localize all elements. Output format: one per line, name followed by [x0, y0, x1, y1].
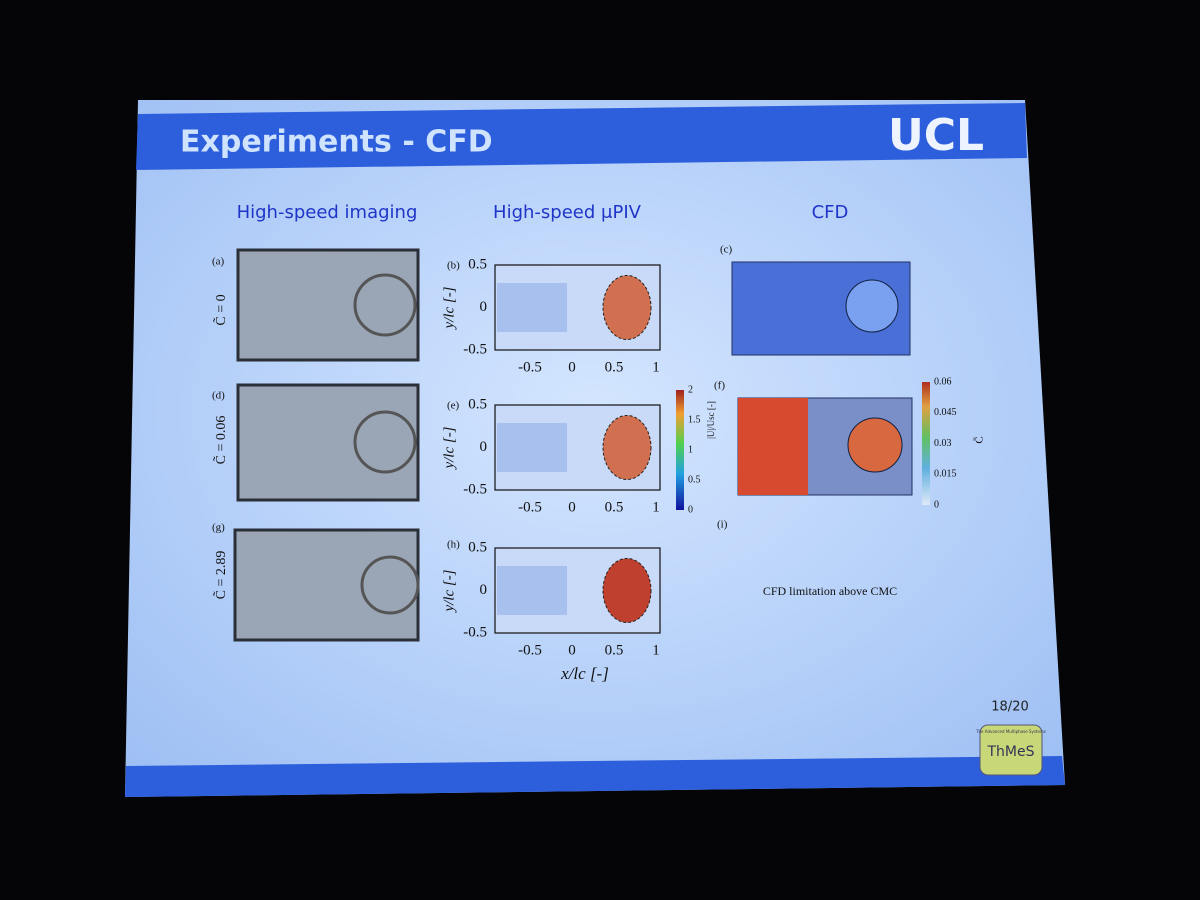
row-label: C̃ = 0.06	[212, 416, 229, 465]
colorbar-label: C̃	[972, 436, 985, 443]
colorbar-label: |U|/Usc [-]	[706, 401, 716, 439]
x-tick-label: 1	[652, 499, 660, 515]
colorbar	[922, 382, 930, 505]
row-label: C̃ = 2.89	[212, 551, 229, 600]
group-logo: ThMeS	[986, 744, 1034, 760]
colorbar-tick: 0.045	[934, 407, 957, 418]
y-tick-label: -0.5	[463, 481, 487, 497]
y-tick-label: -0.5	[463, 624, 487, 640]
colorbar-tick: 1	[688, 444, 693, 455]
piv-field	[497, 283, 567, 332]
y-axis-label: y/lc [-]	[441, 286, 457, 330]
colorbar-tick: 0.5	[688, 474, 701, 485]
colorbar-tick: 0.03	[934, 438, 952, 449]
colorbar-tick: 0	[688, 504, 693, 515]
droplet	[847, 417, 903, 473]
panel-label: (g)	[212, 522, 225, 534]
x-tick-label: -0.5	[518, 359, 542, 375]
y-tick-label: 0.5	[468, 396, 487, 412]
cfd-note: CFD limitation above CMC	[763, 584, 897, 598]
panel-label: (f)	[714, 380, 725, 392]
panel-label: (e)	[447, 400, 460, 412]
y-tick-label: -0.5	[463, 341, 487, 357]
colorbar-tick: 0.06	[934, 376, 952, 387]
piv-droplet	[602, 275, 652, 340]
colorbar	[676, 390, 684, 510]
colorbar-tick: 0.015	[934, 469, 957, 480]
x-axis-label: x/lc [-]	[560, 664, 609, 683]
panel-label: (i)	[717, 519, 728, 531]
x-tick-label: 1	[652, 359, 660, 375]
piv-droplet	[602, 415, 652, 480]
cfd-region	[738, 398, 808, 495]
group-tagline: The Advanced Multiphase Systems	[975, 729, 1046, 734]
x-tick-label: 0.5	[605, 499, 624, 515]
y-axis-label: y/lc [-]	[441, 569, 457, 613]
x-tick-label: 1	[652, 642, 660, 658]
title-band	[136, 103, 1027, 170]
x-tick-label: 0.5	[605, 642, 624, 658]
logo: UCL	[888, 110, 984, 161]
y-tick-label: 0	[480, 299, 488, 315]
panel-label: (c)	[720, 244, 733, 256]
panel-label: (b)	[447, 260, 460, 272]
footer-band	[125, 756, 1065, 797]
column-header: High-speed imaging	[237, 202, 418, 223]
piv-droplet	[602, 558, 652, 623]
y-tick-label: 0.5	[468, 539, 487, 555]
image	[233, 528, 420, 642]
x-tick-label: 0	[568, 499, 576, 515]
group-logo-frame	[979, 724, 1043, 776]
imaging-panels	[233, 248, 420, 642]
piv-field	[497, 423, 567, 472]
page-number: 18/20	[991, 700, 1028, 715]
x-tick-label: -0.5	[518, 642, 542, 658]
panel-label: (a)	[212, 256, 225, 268]
colorbar-tick: 2	[688, 384, 693, 395]
row-label: C̃ = 0	[212, 294, 229, 325]
panel-label: (h)	[447, 539, 460, 551]
image	[236, 383, 420, 502]
droplet	[360, 555, 420, 615]
y-tick-label: 0.5	[468, 256, 487, 272]
slide-title: Experiments - CFD	[180, 125, 493, 160]
droplet	[353, 410, 417, 474]
colorbar-tick: 0	[934, 499, 939, 510]
piv-field	[497, 566, 567, 615]
column-header: High-speed μPIV	[493, 202, 642, 223]
image	[236, 248, 420, 362]
x-tick-label: 0	[568, 359, 576, 375]
x-tick-label: -0.5	[518, 499, 542, 515]
droplet	[353, 273, 417, 337]
y-tick-label: 0	[480, 582, 488, 598]
y-tick-label: 0	[480, 439, 488, 455]
colorbar-tick: 1.5	[688, 414, 701, 425]
x-tick-label: 0.5	[605, 359, 624, 375]
column-header: CFD	[812, 202, 849, 223]
y-axis-label: y/lc [-]	[441, 426, 457, 470]
panel-label: (d)	[212, 390, 225, 402]
droplet	[845, 279, 899, 333]
x-tick-label: 0	[568, 642, 576, 658]
